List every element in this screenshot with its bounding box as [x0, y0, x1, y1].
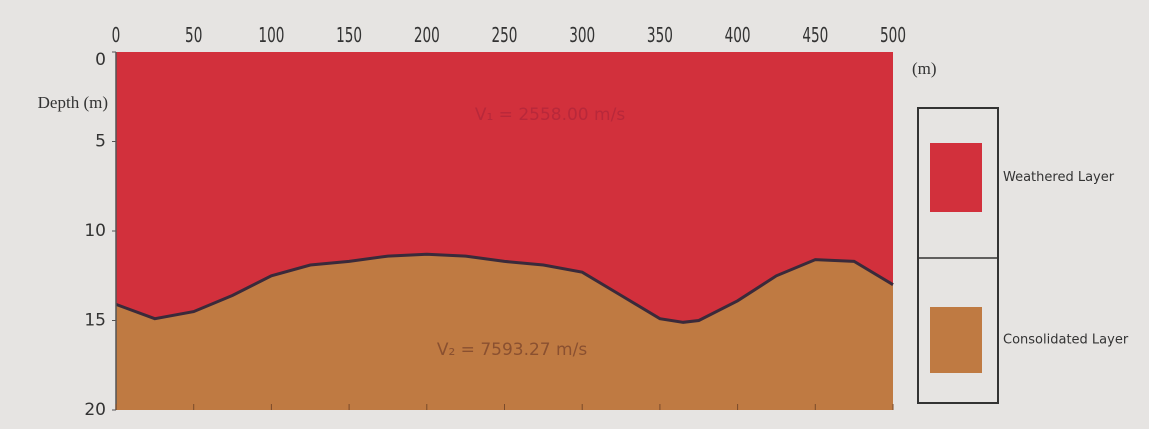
x-tick-label: 500 [880, 24, 906, 48]
y-tick-label: 0 [95, 50, 106, 70]
x-tick-label: 100 [258, 24, 284, 48]
y-tick-label: 20 [84, 400, 106, 420]
page: (m) Depth (m) 05010015020025030035040045… [0, 0, 1149, 429]
y-axis-label: Depth (m) [38, 93, 108, 112]
chart: (m) Depth (m) 05010015020025030035040045… [0, 0, 1149, 429]
x-tick-label: 300 [569, 24, 595, 48]
legend-swatch [930, 307, 982, 373]
x-tick-label: 400 [725, 24, 751, 48]
annotation: V₁ = 2558.00 m/s [475, 105, 625, 125]
x-tick-label: 0 [112, 24, 121, 48]
x-tick-label: 250 [492, 24, 518, 48]
legend-swatch [930, 143, 982, 212]
legend-label: Consolidated Layer [1003, 333, 1129, 348]
y-tick-label: 10 [84, 221, 106, 241]
x-axis-label: (m) [912, 59, 937, 78]
x-tick-label: 200 [414, 24, 440, 48]
x-tick-label: 150 [336, 24, 362, 48]
y-tick-label: 15 [84, 311, 106, 331]
legend-label: Weathered Layer [1003, 170, 1115, 185]
x-tick-label: 350 [647, 24, 673, 48]
x-tick-label: 450 [802, 24, 828, 48]
y-tick-label: 5 [95, 132, 106, 152]
x-tick-label: 50 [185, 24, 202, 48]
annotation: V₂ = 7593.27 m/s [437, 340, 587, 360]
